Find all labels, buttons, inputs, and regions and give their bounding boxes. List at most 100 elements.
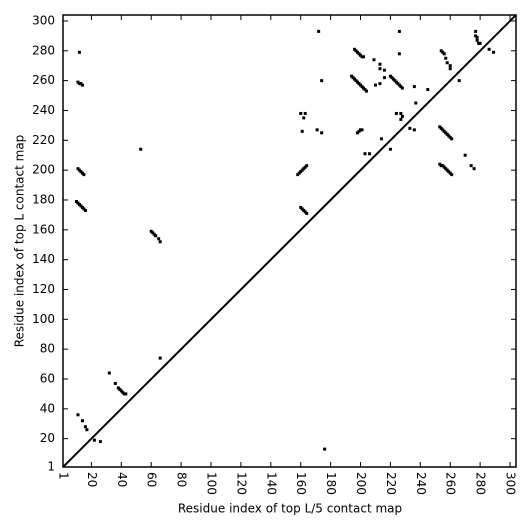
contact-point (478, 41, 482, 45)
contact-point (400, 86, 404, 90)
contact-point (363, 152, 367, 156)
contact-point (400, 114, 404, 118)
y-tick-label: 120 (32, 282, 55, 296)
x-axis-label: Residue index of top L/5 contact map (178, 502, 402, 516)
contact-point (320, 79, 324, 83)
contact-point (450, 173, 454, 177)
x-tick-label: 40 (115, 472, 129, 487)
contact-point (299, 111, 303, 115)
contact-point (305, 164, 309, 168)
contact-point (448, 64, 452, 68)
contact-point (408, 126, 412, 130)
contact-point (367, 152, 371, 156)
x-tick-label: 180 (324, 472, 338, 495)
y-tick-label: 20 (40, 431, 55, 445)
x-tick-label: 300 (504, 472, 518, 495)
contact-point (378, 82, 382, 86)
y-axis-label: Residue index of top L contact map (13, 135, 27, 348)
contact-point (397, 52, 401, 56)
y-tick-label: 160 (32, 222, 55, 236)
contact-point (457, 79, 461, 83)
contact-point (382, 68, 386, 72)
y-tick-label: 200 (32, 163, 55, 177)
y-tick-label: 140 (32, 252, 55, 266)
contact-point (463, 153, 467, 157)
contact-point (113, 381, 117, 385)
y-tick-label: 260 (32, 73, 55, 87)
y-tick-label: 40 (40, 401, 55, 415)
contact-point (302, 116, 306, 120)
contact-point (124, 392, 128, 396)
contact-point (154, 234, 158, 238)
x-tick-label: 260 (444, 472, 458, 495)
contact-point (320, 131, 324, 135)
contact-point (397, 29, 401, 33)
y-tick-label: 300 (32, 13, 55, 27)
contact-point (445, 61, 449, 65)
y-tick-label: 220 (32, 133, 55, 147)
x-tick-label: 220 (384, 472, 398, 495)
contact-point (362, 55, 366, 59)
contact-point (80, 419, 84, 423)
contact-point (399, 111, 403, 115)
contact-point (388, 147, 392, 151)
contact-point (85, 428, 89, 432)
y-tick-label: 280 (32, 43, 55, 57)
contact-point (83, 208, 87, 212)
contact-point (373, 83, 377, 87)
x-tick-label: 280 (474, 472, 488, 495)
contact-point (364, 89, 368, 93)
contact-point (157, 237, 161, 241)
contact-point (414, 101, 418, 105)
contact-point (487, 47, 491, 51)
contact-point (98, 440, 102, 444)
y-tick-label: 180 (32, 192, 55, 206)
y-tick-label: 1 (47, 460, 55, 474)
contact-point (492, 50, 496, 54)
contact-point (399, 117, 403, 121)
contact-point (323, 447, 327, 451)
contact-point (300, 129, 304, 133)
contact-point (469, 164, 473, 168)
contact-point (444, 56, 448, 60)
contact-point (360, 128, 364, 132)
x-tick-label: 100 (205, 472, 219, 495)
contact-point (80, 83, 84, 87)
x-tick-label: 140 (264, 472, 278, 495)
contact-point (76, 413, 80, 417)
x-tick-label: 1 (57, 472, 71, 480)
contact-point (412, 128, 416, 132)
x-tick-label: 200 (354, 472, 368, 495)
x-tick-label: 80 (175, 472, 189, 487)
contact-point (305, 211, 309, 215)
contact-point (475, 35, 479, 39)
contact-point (107, 371, 111, 375)
x-tick-label: 160 (294, 472, 308, 495)
y-tick-label: 100 (32, 312, 55, 326)
diagonal-line (62, 14, 517, 468)
contact-point (92, 438, 96, 442)
contact-point (378, 62, 382, 66)
contact-point (158, 240, 162, 244)
contact-point (472, 167, 476, 171)
contact-point (77, 50, 81, 54)
contact-point (426, 88, 430, 92)
contact-point (82, 173, 86, 177)
contact-point (83, 425, 87, 429)
contact-point (315, 128, 319, 132)
contact-point (448, 67, 452, 71)
plot-frame (62, 14, 517, 468)
y-tick-label: 80 (40, 342, 55, 356)
contact-point (475, 38, 479, 42)
contact-point (412, 85, 416, 89)
contact-point (442, 52, 446, 56)
contact-point (450, 137, 454, 141)
x-tick-label: 120 (234, 472, 248, 495)
contact-point (303, 111, 307, 115)
x-tick-label: 20 (85, 472, 99, 487)
contact-point (372, 58, 376, 62)
x-tick-label: 60 (145, 472, 159, 487)
contact-point (382, 76, 386, 80)
contact-point (378, 67, 382, 71)
contact-point (158, 356, 162, 360)
